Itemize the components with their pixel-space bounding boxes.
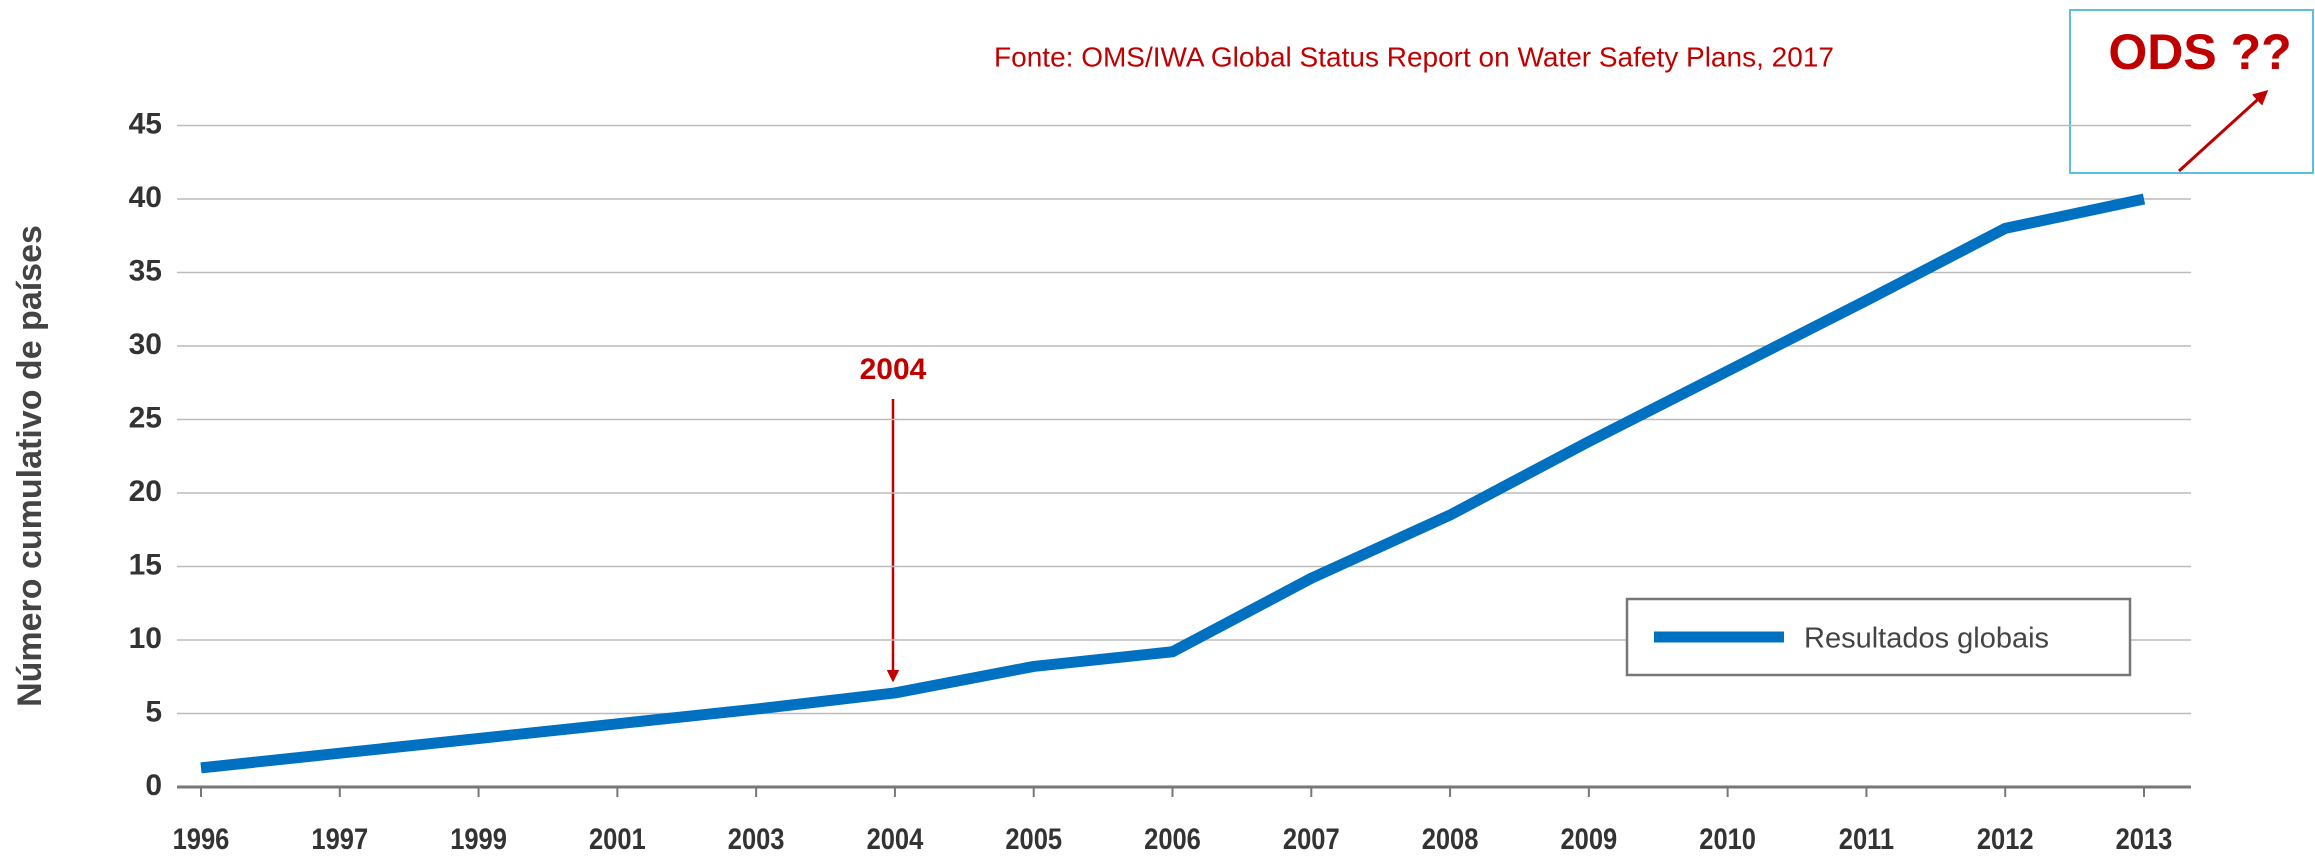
y-tick-label: 25 [129,401,162,434]
y-tick-label: 0 [145,769,162,802]
ods-box [2069,9,2314,174]
ods-arrow [2177,89,2269,173]
x-tick-label: 1997 [311,822,368,855]
x-tick-label: 2007 [1283,822,1340,855]
y-tick-label: 5 [145,695,162,728]
x-tick-label: 2010 [1699,822,1756,855]
x-tick-label: 2012 [1977,822,2034,855]
y-tick-label: 45 [129,107,162,140]
y-tick-label: 35 [129,254,162,287]
y-tick-label: 30 [129,328,162,361]
legend-label: Resultados globais [1804,623,2049,655]
x-tick-label: 2004 [867,822,924,855]
source: Fonte: OMS/IWA Global Status Report on W… [994,41,1834,72]
x-tick-label: 1999 [450,822,507,855]
data-line [200,193,2146,774]
x-tick-label: 2008 [1422,822,1479,855]
legend-box [1625,597,2132,677]
y-axis-label: Número cumulativo de países [11,225,49,707]
y-tick-label: 40 [129,181,162,214]
y-tick-label: 10 [129,622,162,655]
x-tick-label: 2006 [1144,822,1201,855]
year-annotation: 2004 [860,353,927,386]
x-tick-label: 2011 [1839,822,1894,855]
x-tick-label: 2009 [1560,822,1617,855]
x-tick-label: 2003 [728,822,785,855]
x-tick-label: 2013 [2116,822,2173,855]
x-tick-label: 2005 [1005,822,1062,855]
ods-annotation: ODS ?? [2108,24,2291,80]
x-tick-label: 2001 [589,822,646,855]
y-tick-label: 15 [129,548,162,581]
x-tick-label: 1996 [173,822,230,855]
y-tick-label: 20 [129,475,162,508]
